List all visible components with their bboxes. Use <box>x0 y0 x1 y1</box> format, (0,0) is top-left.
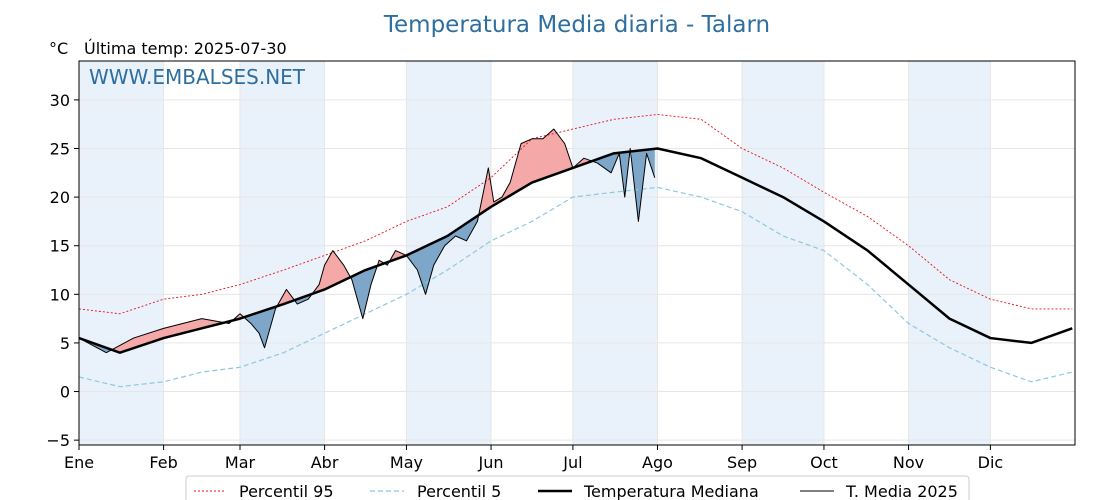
legend-label-current: T. Media 2025 <box>845 482 958 500</box>
warm-anomaly-fill <box>112 318 225 353</box>
legend-label-median: Temperatura Mediana <box>583 482 759 500</box>
warm-anomaly-fill <box>312 251 352 294</box>
month-band <box>572 61 658 445</box>
plot-frame <box>78 60 1076 446</box>
cold-anomaly-fill <box>407 212 480 294</box>
x-tick-label: Mar <box>225 453 256 472</box>
cold-anomaly-fill <box>592 149 631 196</box>
legend-label-p5: Percentil 5 <box>417 482 501 500</box>
y-tick-label: 25 <box>50 139 70 158</box>
x-tick-label: Ago <box>642 453 673 472</box>
cold-anomaly-fill <box>631 148 655 217</box>
month-band <box>908 61 991 445</box>
watermark: WWW.EMBALSES.NET <box>89 65 306 89</box>
y-axis-unit: °C <box>49 39 68 58</box>
y-tick-label: 5 <box>60 334 70 353</box>
last-temperature-date: Última temp: 2025-07-30 <box>84 39 287 58</box>
series-current-line <box>78 128 656 354</box>
month-bands <box>79 61 991 445</box>
x-tick-label: Dic <box>978 453 1004 472</box>
month-band <box>239 61 325 445</box>
x-tick-label: Nov <box>893 453 924 472</box>
x-tick-label: Jul <box>562 453 582 472</box>
series-lines <box>78 114 1073 388</box>
legend-box <box>185 475 970 500</box>
x-tick-label: Sep <box>727 453 757 472</box>
y-tick-label: 0 <box>60 383 70 402</box>
month-band <box>742 61 824 445</box>
x-axis-ticks: Ene Feb Mar Abr May Jun Jul Ago Sep Oct Nov Dic <box>64 445 1003 472</box>
x-tick-label: May <box>390 453 423 472</box>
y-axis-ticks: −5 0 5 10 15 20 25 30 <box>46 91 79 450</box>
x-tick-label: Ene <box>64 453 94 472</box>
x-tick-label: Abr <box>311 453 339 472</box>
warm-anomaly-fill <box>277 289 295 307</box>
series-p95-line <box>78 114 1073 315</box>
month-band <box>79 61 164 445</box>
chart-title: Temperatura Media diaria - Talarn <box>383 12 770 38</box>
y-tick-label: −5 <box>46 431 70 450</box>
x-tick-label: Oct <box>810 453 838 472</box>
y-tick-label: 30 <box>50 91 70 110</box>
y-tick-label: 20 <box>50 188 70 207</box>
series-p5-line <box>78 186 1073 388</box>
legend-label-p95: Percentil 95 <box>239 482 334 500</box>
y-tick-label: 15 <box>50 237 70 256</box>
y-tick-label: 10 <box>50 285 70 304</box>
warm-anomaly-fill <box>479 129 593 215</box>
cold-anomaly-fill <box>351 262 379 318</box>
x-tick-label: Feb <box>149 453 177 472</box>
x-tick-label: Jun <box>478 453 504 472</box>
anomaly-fills <box>79 129 655 353</box>
legend: Percentil 95 Percentil 5 Temperatura Med… <box>185 475 970 500</box>
